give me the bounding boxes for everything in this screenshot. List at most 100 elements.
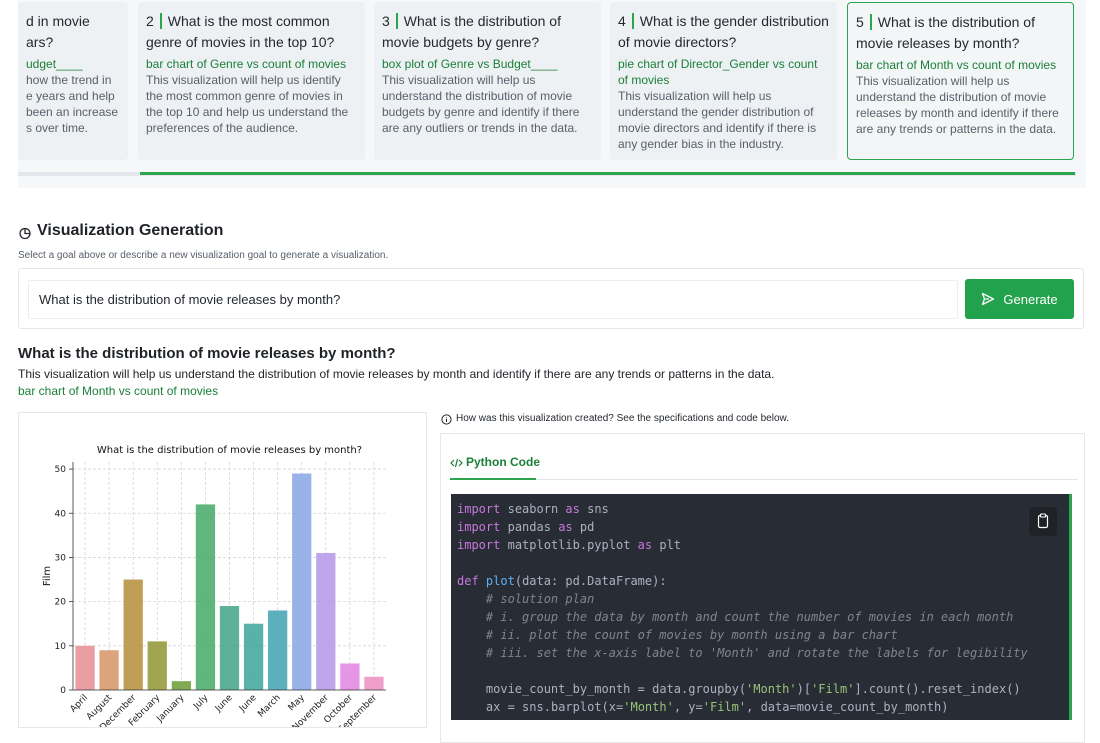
bar: [75, 645, 95, 690]
bar: [195, 504, 216, 690]
code-token: (: [601, 700, 609, 714]
code-token: [500, 502, 507, 516]
bar: [171, 681, 191, 690]
y-tick-label: 50: [55, 465, 67, 475]
code-token: movie_count_by_month: [485, 682, 631, 696]
x-tick-label: April: [69, 693, 91, 715]
result-rationale: This visualization will help us understa…: [18, 367, 775, 381]
code-token: DataFrame: [587, 574, 653, 588]
copy-button[interactable]: [1029, 507, 1057, 536]
code-token: movie_count_by_month: [796, 700, 942, 714]
bar: [99, 650, 119, 690]
result-title: What is the distribution of movie releas…: [18, 345, 396, 362]
code-token: ,: [746, 700, 761, 714]
goal-question: d in movie ars?: [26, 13, 90, 50]
code-token: data: [522, 574, 551, 588]
copy-icon: [1037, 513, 1049, 529]
code-token: =: [789, 700, 797, 714]
goal-card[interactable]: 5 What is the distribution of movie relea…: [847, 2, 1074, 160]
code-token: ):: [652, 574, 667, 588]
goal-number: 2: [146, 13, 162, 29]
goal-question-row: 4 What is the gender distribution of movi…: [618, 11, 829, 53]
y-tick-label: 10: [55, 642, 67, 652]
button-label: Generate: [1003, 291, 1058, 307]
goal-card[interactable]: d in movie ars? udget____ how the trend in…: [18, 2, 128, 160]
goal-number: 4: [618, 13, 634, 29]
goal-card[interactable]: 2 What is the most common genre of movies…: [138, 2, 365, 160]
goal-number: 3: [382, 13, 398, 29]
goal-question-row: 5 What is the distribution of movie relea…: [856, 12, 1065, 54]
goal-visualization: bar chart of Month vs count of movies: [856, 58, 1057, 72]
goal-card[interactable]: 4 What is the gender distribution of movi…: [610, 2, 837, 160]
code-token: reset_index: [926, 682, 1007, 696]
scroll-thumb[interactable]: [140, 172, 1075, 175]
code-token: import: [457, 538, 501, 552]
code-token: sns: [522, 700, 544, 714]
code-token: as: [558, 520, 573, 534]
bar: [219, 606, 240, 690]
code-token: # i. group the data by month and count t…: [457, 610, 1014, 624]
code-token: )[: [796, 682, 812, 696]
code-block: import seaborn as sns import pandas as p…: [451, 494, 1072, 720]
y-tick-label: 40: [55, 509, 67, 519]
code-token: pandas: [507, 520, 551, 534]
goal-rationale: This visualization will help us understa…: [618, 89, 817, 151]
code-token: pyplot: [587, 538, 631, 552]
code-token: # ii. plot the count of movies by month …: [457, 628, 898, 642]
code-token: 'Month': [746, 682, 797, 696]
code-token: def: [457, 574, 479, 588]
code-token: as: [637, 538, 653, 552]
goal-question: What is the distribution of movie budget…: [382, 13, 561, 50]
section-title: Visualization Generation: [37, 222, 224, 239]
y-tick-label: 0: [60, 686, 66, 696]
chart: What is the distribution of movie releas…: [42, 445, 386, 727]
code-token: [573, 520, 580, 534]
y-tick-label: 20: [55, 598, 67, 608]
code-token: =: [616, 700, 624, 714]
bar: [292, 473, 312, 690]
code-token: ,: [673, 700, 689, 714]
generate-panel: [18, 268, 1084, 329]
x-tick-label: May: [287, 693, 308, 714]
code-token: ): [941, 700, 949, 714]
goal-visualization: udget____: [26, 57, 83, 71]
result-visualization: bar chart of Month vs count of movies: [18, 384, 219, 398]
x-tick-label: June: [237, 693, 259, 715]
bar: [340, 663, 360, 690]
code-token: [457, 700, 486, 714]
tab-indicator: [450, 478, 536, 480]
goal-card[interactable]: 3 What is the distribution of movie budge…: [374, 2, 601, 160]
code-token: # solution plan: [457, 592, 595, 606]
code-token: pd: [565, 574, 580, 588]
send-icon: [982, 292, 995, 306]
code-token: [500, 538, 507, 552]
code-token: [580, 502, 587, 516]
code-token: .: [579, 574, 588, 588]
goal-question: What is the gender distribution of movie…: [618, 13, 829, 50]
code-token: ].: [854, 682, 869, 696]
code-token: =: [695, 700, 703, 714]
code-token: =: [500, 700, 523, 714]
info-icon: [441, 414, 452, 425]
code-token: ().: [905, 682, 927, 696]
bar: [147, 641, 167, 690]
code-token: ax: [485, 700, 501, 714]
code-token: [479, 574, 486, 588]
goal-question-row: 2 What is the most common genre of movies…: [146, 11, 357, 53]
code-token: count: [868, 682, 906, 696]
code-token: (): [1006, 682, 1021, 696]
code-token: matplotlib: [507, 538, 580, 552]
code-token: [500, 520, 507, 534]
goal-visualization: pie chart of Director_Gender vs count of…: [618, 57, 818, 87]
goal-input[interactable]: [28, 280, 958, 319]
code-token: barplot: [550, 700, 602, 714]
x-tick-label: March: [256, 693, 282, 719]
python-code-tab[interactable]: Python Code: [466, 455, 540, 469]
bar: [316, 553, 336, 690]
code-token: groupby: [688, 682, 739, 696]
generate-button[interactable]: Generate: [965, 279, 1074, 319]
goal-visualization: bar chart of Genre vs count of movies: [146, 57, 347, 71]
goal-visualization: box plot of Genre vs Budget____: [382, 57, 558, 71]
info-text: How was this visualization created? See …: [456, 413, 789, 424]
